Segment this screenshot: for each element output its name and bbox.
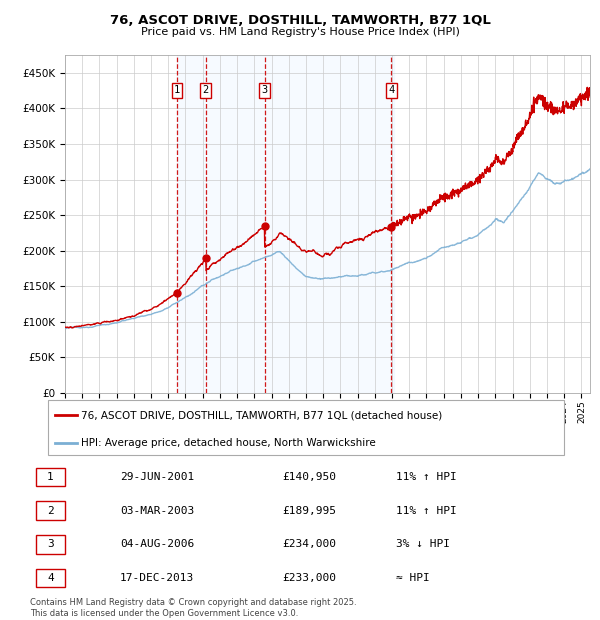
Text: 1: 1 xyxy=(47,472,54,482)
Text: 11% ↑ HPI: 11% ↑ HPI xyxy=(396,472,457,482)
Text: 3: 3 xyxy=(47,539,54,549)
Text: £140,950: £140,950 xyxy=(282,472,336,482)
Text: 3% ↓ HPI: 3% ↓ HPI xyxy=(396,539,450,549)
Text: 2: 2 xyxy=(203,86,209,95)
Text: 76, ASCOT DRIVE, DOSTHILL, TAMWORTH, B77 1QL: 76, ASCOT DRIVE, DOSTHILL, TAMWORTH, B77… xyxy=(110,14,490,27)
Bar xyxy=(177,55,394,393)
Text: HPI: Average price, detached house, North Warwickshire: HPI: Average price, detached house, Nort… xyxy=(81,438,376,448)
Text: 29-JUN-2001: 29-JUN-2001 xyxy=(120,472,194,482)
Text: 11% ↑ HPI: 11% ↑ HPI xyxy=(396,506,457,516)
Text: £234,000: £234,000 xyxy=(282,539,336,549)
Text: 2: 2 xyxy=(47,506,54,516)
Text: 17-DEC-2013: 17-DEC-2013 xyxy=(120,573,194,583)
Text: £189,995: £189,995 xyxy=(282,506,336,516)
Text: This data is licensed under the Open Government Licence v3.0.: This data is licensed under the Open Gov… xyxy=(30,609,298,618)
Text: Contains HM Land Registry data © Crown copyright and database right 2025.: Contains HM Land Registry data © Crown c… xyxy=(30,598,356,607)
Text: Price paid vs. HM Land Registry's House Price Index (HPI): Price paid vs. HM Land Registry's House … xyxy=(140,27,460,37)
Text: 04-AUG-2006: 04-AUG-2006 xyxy=(120,539,194,549)
Text: 4: 4 xyxy=(47,573,54,583)
Text: ≈ HPI: ≈ HPI xyxy=(396,573,430,583)
Text: 03-MAR-2003: 03-MAR-2003 xyxy=(120,506,194,516)
Text: 3: 3 xyxy=(262,86,268,95)
Text: 1: 1 xyxy=(173,86,180,95)
Text: £233,000: £233,000 xyxy=(282,573,336,583)
Text: 76, ASCOT DRIVE, DOSTHILL, TAMWORTH, B77 1QL (detached house): 76, ASCOT DRIVE, DOSTHILL, TAMWORTH, B77… xyxy=(81,410,442,420)
Text: 4: 4 xyxy=(388,86,394,95)
